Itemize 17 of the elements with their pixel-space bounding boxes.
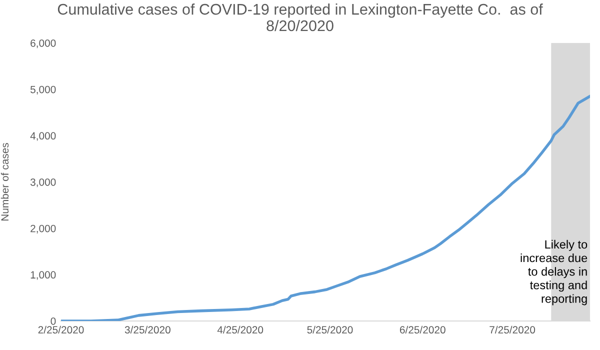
x-tick-label: 3/25/2020 [124,326,170,334]
chart-title: Cumulative cases of COVID-19 reported in Lexington-Fayette Co. as of 8/20/2020 [58,4,543,32]
band-label: Likely to increase due to delays in testing and reporting [520,240,588,306]
y-tick-label: 2,000 [30,224,56,234]
y-tick-label: 6,000 [30,40,56,48]
y-axis-title: Number of cases [0,143,9,221]
y-tick-label: 4,000 [30,132,56,141]
x-tick-label: 2/25/2020 [38,326,84,334]
x-tick-label: 4/25/2020 [217,326,264,334]
x-tick-label: 7/25/2020 [490,326,536,334]
y-tick-label: 3,000 [30,178,56,188]
y-tick-label: 1,000 [30,271,56,280]
x-tick-label: 5/25/2020 [307,326,353,334]
line-series [61,94,590,321]
x-tick-label: 6/25/2020 [400,326,446,334]
y-tick-label: 5,000 [30,86,56,94]
y-tick-label: 0 [50,318,56,325]
